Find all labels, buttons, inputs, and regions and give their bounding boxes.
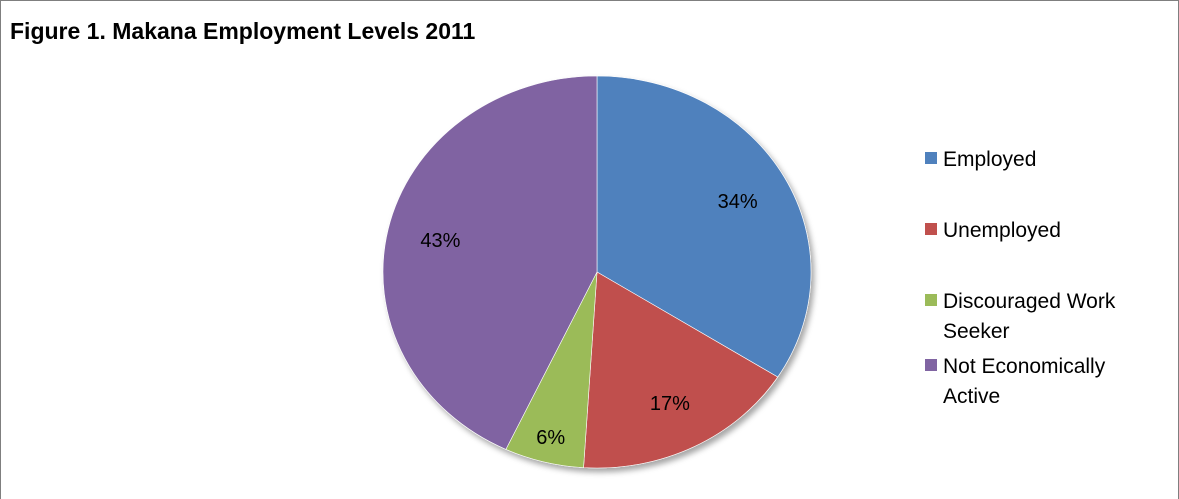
legend-swatch-employed (925, 152, 937, 164)
legend-label-unemployed: Unemployed (943, 219, 1061, 242)
pie-slice-not-economically-active (382, 75, 598, 450)
legend: Employed Unemployed Discouraged Work Seeker… (925, 148, 1116, 408)
chart-title: Figure 1. Makana Employment Levels 2011 (10, 18, 476, 44)
data-label-not-economically-active: 43% (420, 230, 460, 252)
pie-slice-employed (596, 75, 812, 378)
legend-label-not-economically-active: Not Economically Active (943, 355, 1106, 408)
legend-label-discouraged-work-seeker: Discouraged Work Seeker (943, 290, 1116, 343)
data-label-discouraged-work-seeker: 6% (536, 427, 565, 449)
pie-data-labels: 34% 17% 6% 43% (420, 191, 758, 449)
legend-label-employed: Employed (943, 148, 1036, 171)
data-label-employed: 34% (718, 191, 758, 213)
pie-slice-unemployed (583, 271, 779, 469)
legend-swatch-discouraged-work-seeker (925, 294, 937, 306)
legend-swatch-not-economically-active (925, 359, 937, 371)
data-label-unemployed: 17% (650, 393, 690, 415)
legend-swatch-unemployed (925, 223, 937, 235)
pie-slices (382, 75, 812, 469)
